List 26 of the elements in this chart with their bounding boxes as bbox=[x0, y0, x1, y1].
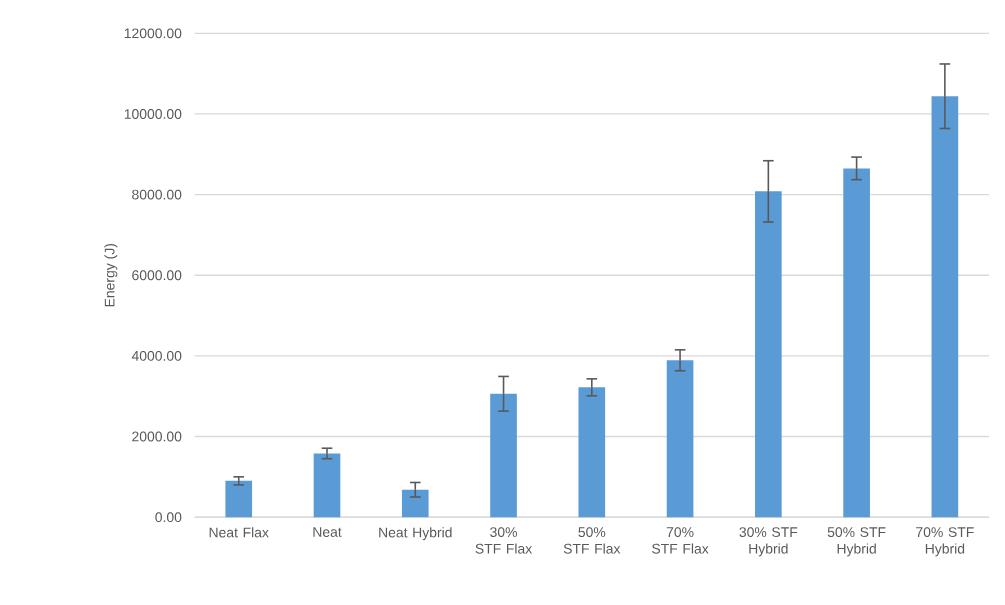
bar bbox=[490, 393, 517, 518]
y-tick-label: 2000.00 bbox=[132, 431, 182, 442]
bar bbox=[313, 453, 341, 518]
y-tick-label: 10000.00 bbox=[124, 108, 182, 119]
x-tick-label: 70% STF Hybrid bbox=[916, 527, 974, 557]
y-tick-label: 6000.00 bbox=[132, 270, 182, 281]
bar bbox=[666, 360, 694, 518]
x-tick-label: 30% STF Flax bbox=[475, 527, 533, 554]
bar bbox=[843, 168, 870, 518]
x-tick-label: 30% STF Hybrid bbox=[739, 527, 798, 557]
y-tick-label: 12000.00 bbox=[124, 28, 182, 39]
y-tick-label: 4000.00 bbox=[131, 350, 182, 361]
x-tick-label: 50% STF Flax bbox=[563, 527, 621, 554]
bar bbox=[578, 387, 606, 518]
y-axis-title: Energy (J) bbox=[104, 243, 118, 307]
x-tick-label: Neat bbox=[313, 527, 342, 537]
y-tick-label: 8000.00 bbox=[132, 189, 182, 200]
bar bbox=[755, 191, 782, 518]
x-tick-label: 70% STF Flax bbox=[652, 527, 709, 554]
bar bbox=[225, 480, 253, 518]
x-tick-label: 50% STF Hybrid bbox=[827, 527, 886, 557]
y-tick-label: 0.00 bbox=[155, 512, 182, 523]
bar bbox=[401, 489, 429, 518]
x-tick-label: Neat Flax bbox=[209, 527, 269, 538]
bar bbox=[931, 96, 959, 518]
x-tick-label: Neat Hybrid bbox=[379, 527, 452, 541]
